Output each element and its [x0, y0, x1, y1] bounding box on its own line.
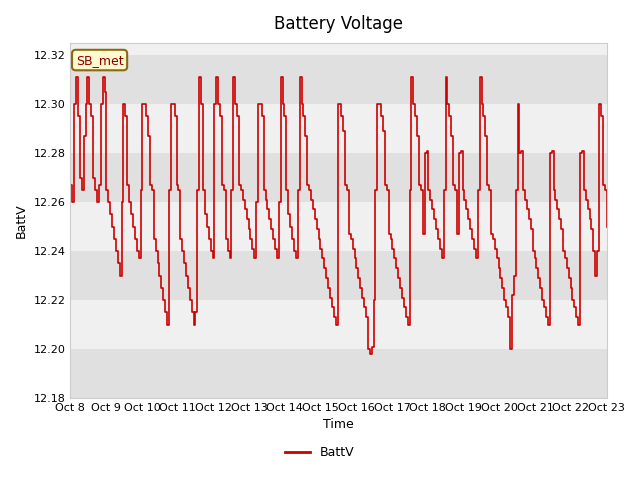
Bar: [70, 104, 607, 153]
BattV: [512, 187, 520, 192]
Bar: [70, 349, 607, 398]
BattV: [339, 128, 347, 134]
Text: SB_met: SB_met: [76, 54, 124, 67]
BattV: [169, 101, 177, 107]
BattV: [430, 216, 438, 222]
Bar: [70, 55, 607, 104]
Bar: [70, 153, 607, 202]
BattV: [100, 89, 108, 95]
BattV: [366, 351, 374, 357]
BattV: [603, 224, 611, 229]
BattV: [72, 74, 80, 80]
Legend: BattV: BattV: [280, 441, 360, 464]
Bar: [70, 300, 607, 349]
Y-axis label: BattV: BattV: [15, 203, 28, 238]
Bar: [70, 202, 607, 251]
X-axis label: Time: Time: [323, 419, 354, 432]
BattV: [67, 182, 74, 188]
Line: BattV: BattV: [70, 77, 607, 354]
Title: Battery Voltage: Battery Voltage: [274, 15, 403, 33]
BattV: [358, 295, 366, 300]
Bar: [70, 251, 607, 300]
